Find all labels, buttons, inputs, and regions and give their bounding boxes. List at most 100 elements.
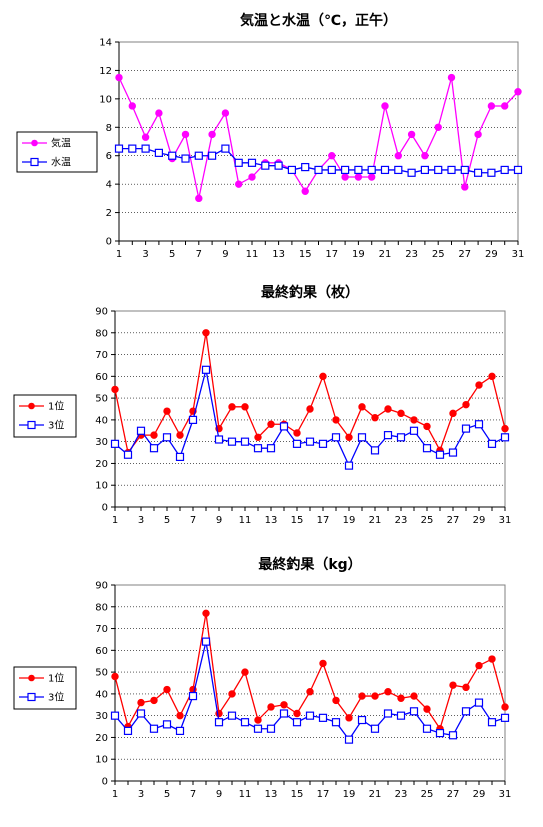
data-point bbox=[123, 726, 133, 736]
x-tick-label: 21 bbox=[379, 249, 392, 260]
data-point bbox=[407, 168, 416, 177]
data-point bbox=[254, 716, 262, 724]
data-point bbox=[110, 439, 120, 448]
chart-title: 気温と水温（℃，正午） bbox=[240, 12, 397, 29]
data-point bbox=[409, 426, 419, 435]
data-point bbox=[462, 683, 470, 692]
data-point bbox=[394, 152, 402, 160]
x-tick-label: 13 bbox=[272, 249, 285, 260]
data-point bbox=[318, 439, 328, 448]
legend-label: 水温 bbox=[51, 157, 71, 169]
data-point bbox=[371, 692, 379, 700]
legend-box bbox=[13, 666, 77, 710]
series-line-1 bbox=[114, 613, 506, 731]
x-tick-label: 15 bbox=[299, 249, 312, 260]
x-tick-label: 3 bbox=[138, 789, 144, 800]
y-tick-label: 40 bbox=[95, 689, 108, 700]
data-point bbox=[280, 701, 288, 709]
y-tick-label: 0 bbox=[106, 237, 112, 248]
y-tick-label: 50 bbox=[95, 394, 108, 405]
data-point bbox=[396, 711, 406, 720]
data-point bbox=[240, 718, 250, 727]
data-point bbox=[128, 102, 136, 110]
y-tick-label: 70 bbox=[95, 350, 108, 361]
data-point bbox=[293, 709, 301, 718]
y-tick-label: 40 bbox=[95, 415, 108, 426]
data-point bbox=[461, 183, 469, 191]
x-tick-label: 27 bbox=[447, 789, 460, 800]
data-point bbox=[423, 705, 431, 713]
x-tick-label: 17 bbox=[317, 515, 330, 526]
data-point bbox=[306, 405, 314, 413]
x-tick-label: 23 bbox=[395, 789, 408, 800]
data-point bbox=[371, 414, 379, 422]
data-point bbox=[345, 433, 353, 442]
data-point bbox=[410, 416, 418, 424]
data-point bbox=[358, 692, 366, 700]
x-tick-label: 31 bbox=[512, 249, 525, 260]
legend-marker bbox=[28, 674, 35, 682]
data-point bbox=[188, 691, 198, 701]
y-tick-label: 90 bbox=[95, 581, 108, 592]
data-point bbox=[227, 437, 237, 446]
x-tick-label: 25 bbox=[432, 249, 445, 260]
data-point bbox=[181, 154, 190, 163]
y-tick-label: 70 bbox=[95, 624, 108, 635]
data-point bbox=[394, 165, 403, 175]
y-tick-label: 90 bbox=[95, 307, 108, 318]
data-point bbox=[487, 168, 496, 177]
data-point bbox=[234, 180, 243, 188]
data-point bbox=[194, 151, 203, 160]
data-point bbox=[383, 709, 393, 718]
y-tick-label: 50 bbox=[95, 668, 108, 679]
legend-label: 3位 bbox=[48, 691, 64, 704]
data-point bbox=[332, 696, 340, 705]
legend-marker bbox=[31, 139, 38, 147]
data-point bbox=[136, 709, 146, 718]
data-point bbox=[447, 73, 456, 82]
data-point bbox=[501, 703, 509, 711]
data-point bbox=[162, 720, 172, 729]
data-point bbox=[155, 109, 163, 117]
data-point bbox=[306, 688, 314, 696]
data-point bbox=[137, 698, 145, 707]
x-tick-label: 11 bbox=[239, 515, 252, 526]
y-tick-label: 80 bbox=[95, 328, 108, 339]
data-point bbox=[474, 130, 482, 139]
x-tick-label: 13 bbox=[265, 789, 278, 800]
data-point bbox=[228, 403, 236, 411]
data-point bbox=[261, 161, 270, 170]
data-point bbox=[475, 381, 483, 389]
data-point bbox=[292, 439, 302, 448]
x-tick-label: 7 bbox=[190, 789, 196, 800]
data-point bbox=[487, 718, 497, 727]
x-tick-label: 19 bbox=[343, 789, 356, 800]
data-point bbox=[149, 724, 159, 733]
y-tick-label: 6 bbox=[106, 151, 112, 162]
x-tick-label: 11 bbox=[239, 789, 252, 800]
data-point bbox=[448, 731, 458, 740]
data-point bbox=[149, 444, 159, 453]
data-point bbox=[422, 444, 432, 453]
data-point bbox=[188, 415, 198, 424]
legend-label: 気温 bbox=[51, 137, 71, 150]
x-tick-label: 31 bbox=[499, 789, 512, 800]
data-point bbox=[447, 165, 456, 175]
data-point bbox=[201, 365, 211, 374]
data-point bbox=[513, 165, 523, 175]
data-point bbox=[279, 422, 289, 431]
data-point bbox=[474, 698, 484, 707]
y-tick-label: 10 bbox=[95, 755, 108, 766]
data-point bbox=[266, 724, 276, 733]
data-point bbox=[421, 152, 429, 160]
x-tick-label: 7 bbox=[190, 515, 196, 526]
data-point bbox=[141, 133, 150, 141]
x-tick-label: 15 bbox=[291, 515, 304, 526]
legend-box bbox=[13, 394, 77, 438]
data-point bbox=[500, 713, 510, 722]
data-point bbox=[327, 165, 336, 175]
x-tick-label: 17 bbox=[317, 789, 330, 800]
x-tick-label: 27 bbox=[458, 249, 471, 260]
data-point bbox=[370, 446, 380, 455]
